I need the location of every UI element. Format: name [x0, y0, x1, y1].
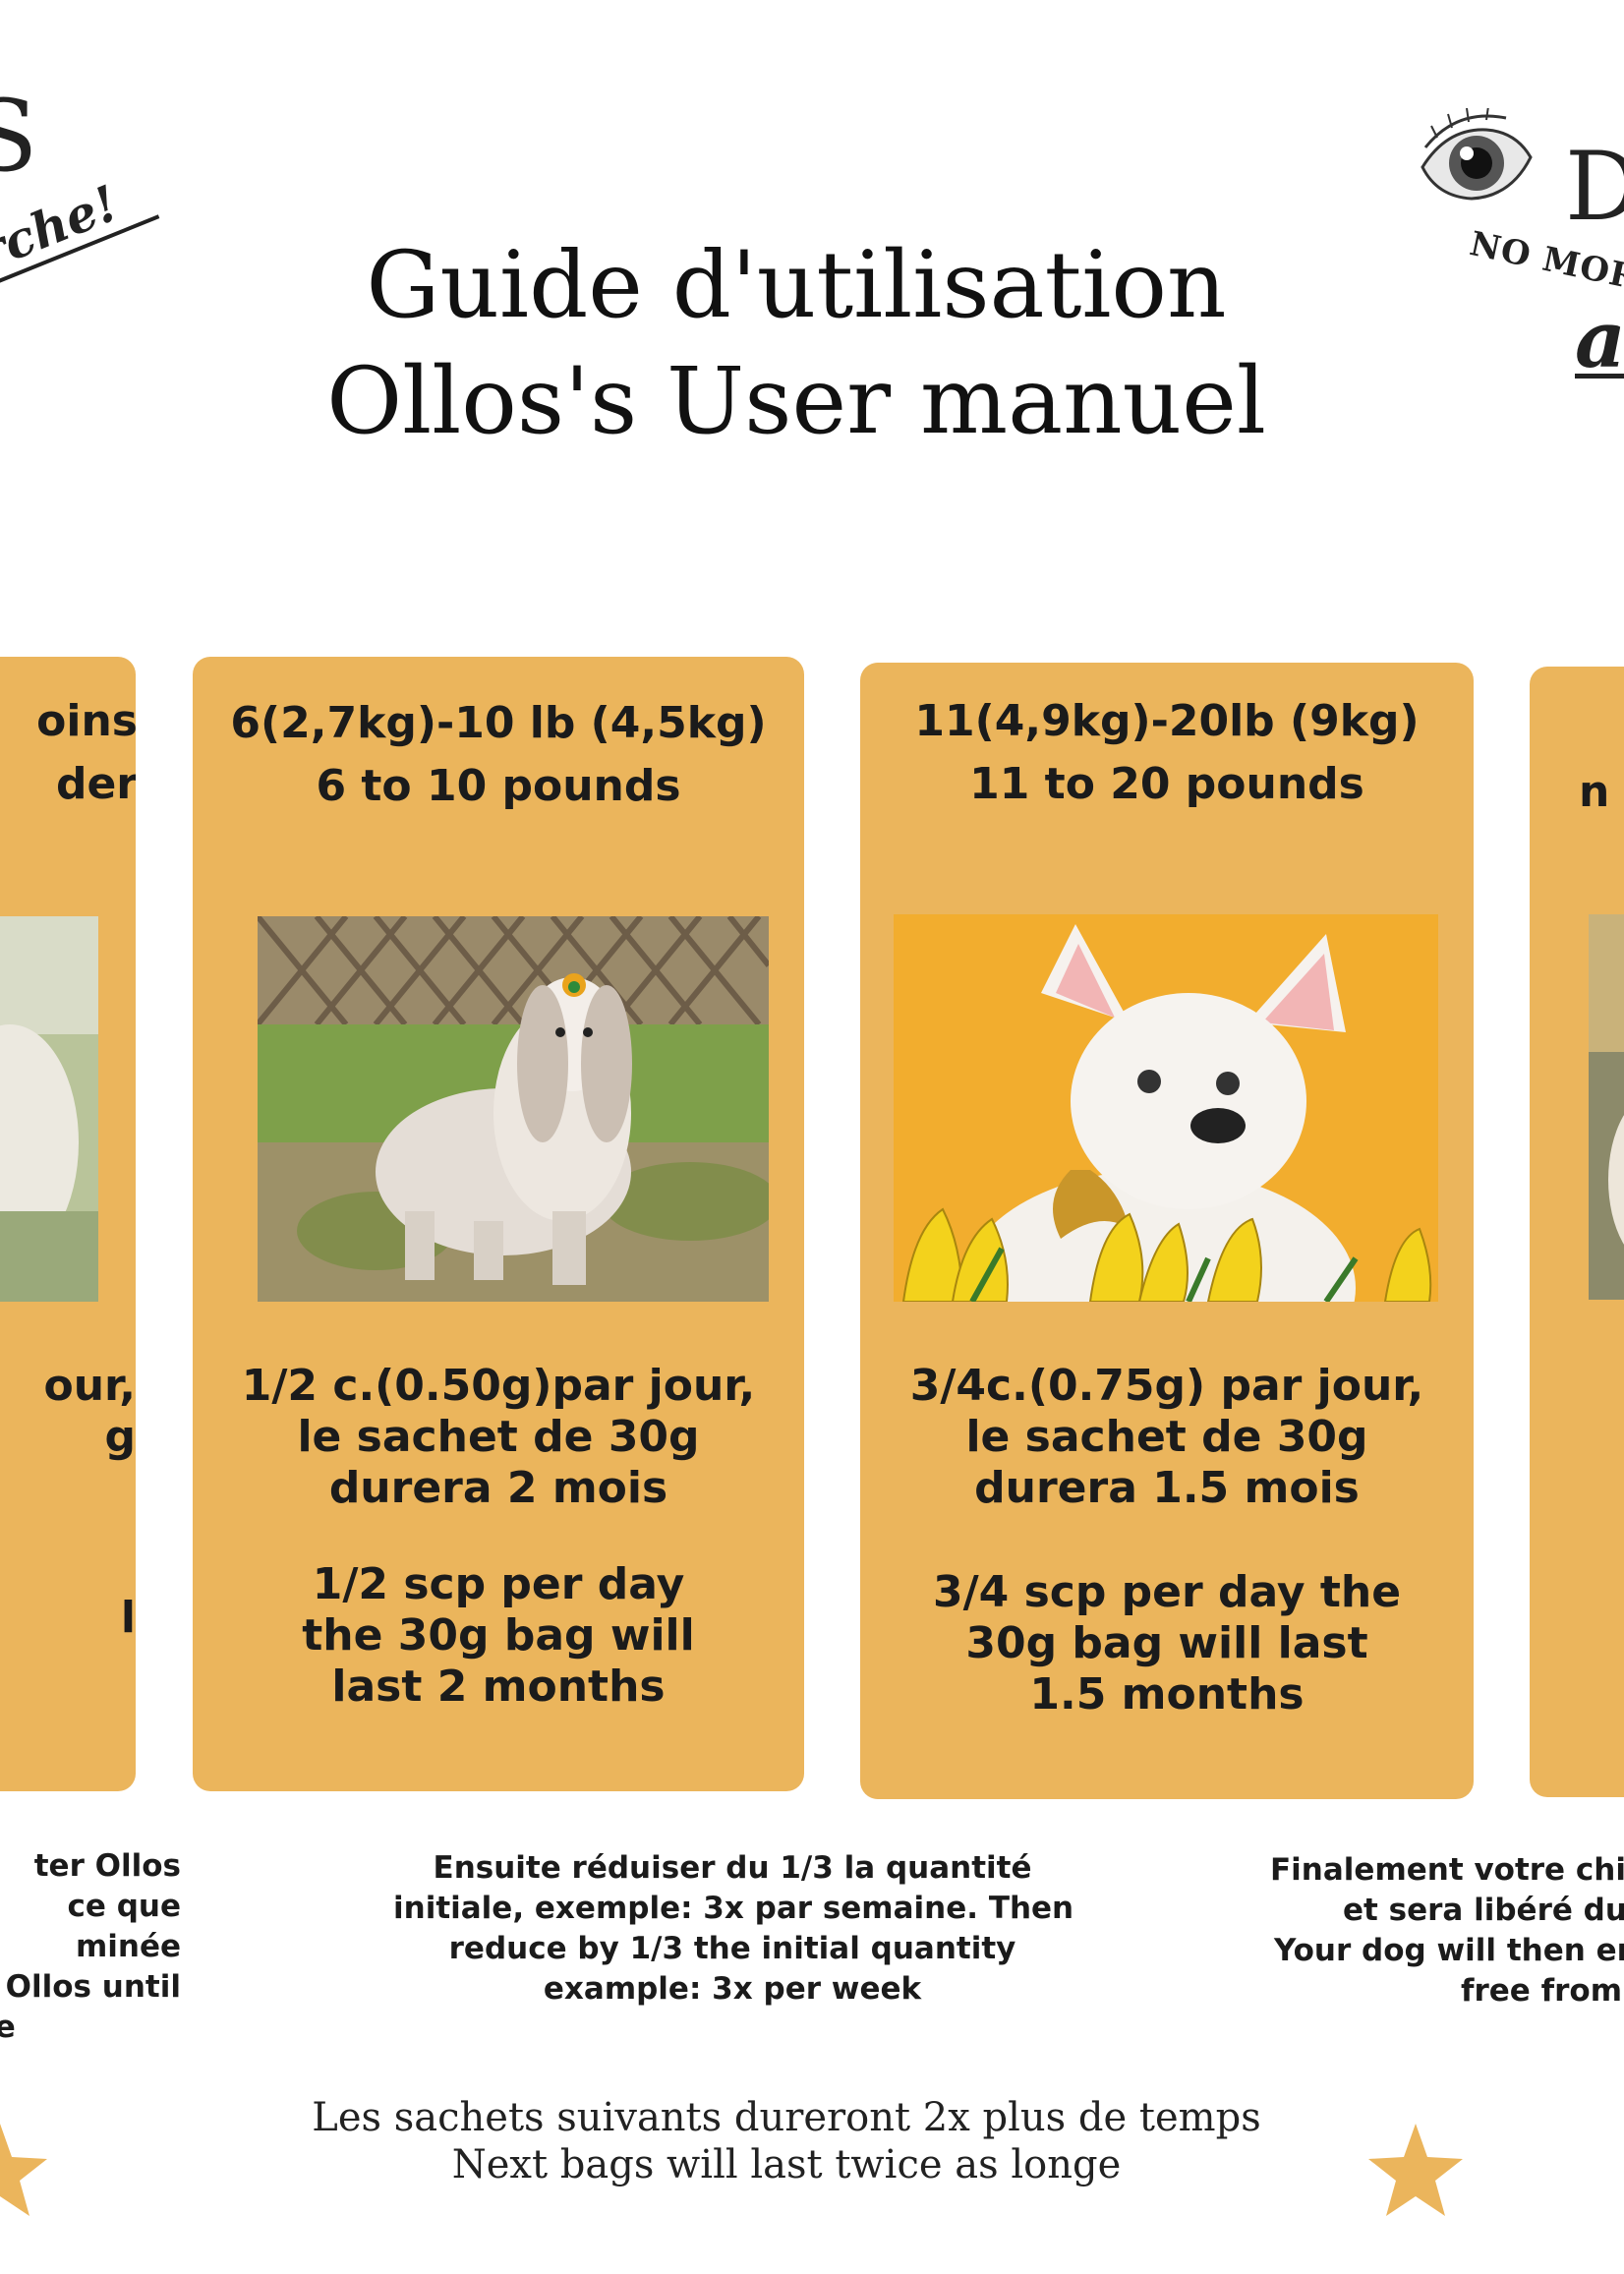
dosage-card-1: oins der our, g l [0, 657, 136, 1791]
logo-right-letter: D [1565, 132, 1624, 242]
card-weight-pounds: 11 to 20 pounds [969, 759, 1364, 809]
card-dose-fr-1: 1/2 c.(0.50g)par jour, [241, 1361, 756, 1411]
card-heading-line1: oins [36, 696, 136, 746]
eye-icon [1421, 108, 1533, 201]
page-title: Guide d'utilisation Ollos's User manuel [0, 228, 1593, 460]
footer-line-en: Next bags will last twice as longe [451, 2142, 1122, 2187]
card-dose-en-1: 3/4 scp per day the [932, 1567, 1402, 1617]
dosage-card-2: 6(2,7kg)-10 lb (4,5kg) 6 to 10 pounds 1/… [193, 657, 804, 1791]
note-middle: Ensuite réduiser du 1/3 la quantité init… [393, 1848, 1074, 2010]
card-heading-line2: der [55, 759, 136, 809]
note-left-line: g Ollos until [0, 1969, 181, 2005]
note-right: Finalement votre chie et sera libéré du … [1270, 1850, 1624, 2012]
shih-tzu-photo [258, 916, 769, 1302]
card-dose-fr-2: le sachet de 30g [297, 1412, 700, 1462]
note-right-line: et sera libéré du [1343, 1893, 1624, 1928]
dog-photo [0, 916, 98, 1302]
card-dose-fr-2: le sachet de 30g [965, 1412, 1368, 1462]
note-middle-line: initiale, exemple: 3x par semaine. Then [393, 1891, 1074, 1926]
card-weight-range: 6(2,7kg)-10 lb (4,5kg) [230, 698, 767, 748]
title-line-en: Ollos's User manuel [326, 348, 1266, 455]
dosage-card-4: n [1530, 667, 1624, 1797]
card-weight-range: 11(4,9kg)-20lb (9kg) [914, 696, 1420, 746]
note-left-line: minée [75, 1929, 181, 1964]
card-dose-fr-1: our, [43, 1361, 137, 1411]
card-dose-en-1: 1/2 scp per day [312, 1559, 685, 1609]
note-middle-line: example: 3x per week [543, 1971, 922, 2007]
dog-photo [1589, 914, 1624, 1300]
card-dose-en-2: l [120, 1593, 136, 1643]
card-dose-fr-2: g [104, 1412, 137, 1462]
card-dose-en-2: 30g bag will last [965, 1618, 1368, 1668]
footer-text: Les sachets suivants dureront 2x plus de… [295, 2094, 1278, 2188]
footer-line-fr: Les sachets suivants dureront 2x plus de… [312, 2095, 1261, 2140]
card-dose-en-3: last 2 months [331, 1662, 666, 1712]
logo-right-script: a [1575, 293, 1624, 385]
brand-logo-left: S s arche! [0, 59, 177, 315]
dosage-card-3: 11(4,9kg)-20lb (9kg) 11 to 20 pounds 3/4… [860, 663, 1474, 1799]
note-middle-line: reduce by 1/3 the initial quantity [448, 1931, 1016, 1966]
note-right-line: Your dog will then enj [1274, 1933, 1624, 1968]
brand-logo-right: D NO MOR a [1416, 108, 1624, 403]
note-middle-line: Ensuite réduiser du 1/3 la quantité [433, 1850, 1032, 1886]
logo-left-letter: S [0, 79, 38, 194]
star-icon [1368, 2124, 1463, 2216]
card-dose-fr-1: 3/4c.(0.75g) par jour, [909, 1361, 1424, 1411]
note-right-line: free from [1461, 1973, 1622, 2009]
french-bulldog-photo [894, 914, 1438, 1302]
note-right-line: Finalement votre chie [1270, 1852, 1624, 1888]
note-left-line: ter Ollos [33, 1848, 181, 1884]
card-dose-fr-3: durera 2 mois [328, 1463, 668, 1513]
card-weight-pounds: n [1579, 767, 1610, 817]
note-left: ter Ollos ce que minée g Ollos until he [0, 1846, 181, 2048]
title-line-fr: Guide d'utilisation [366, 232, 1227, 339]
note-left-line: ce que [67, 1889, 181, 1924]
note-left-line: he [0, 2010, 16, 2045]
card-dose-fr-3: durera 1.5 mois [974, 1463, 1360, 1513]
card-weight-pounds: 6 to 10 pounds [316, 761, 681, 811]
star-icon [0, 2124, 47, 2216]
card-dose-en-2: the 30g bag will [302, 1610, 695, 1661]
card-dose-en-3: 1.5 months [1029, 1669, 1305, 1720]
